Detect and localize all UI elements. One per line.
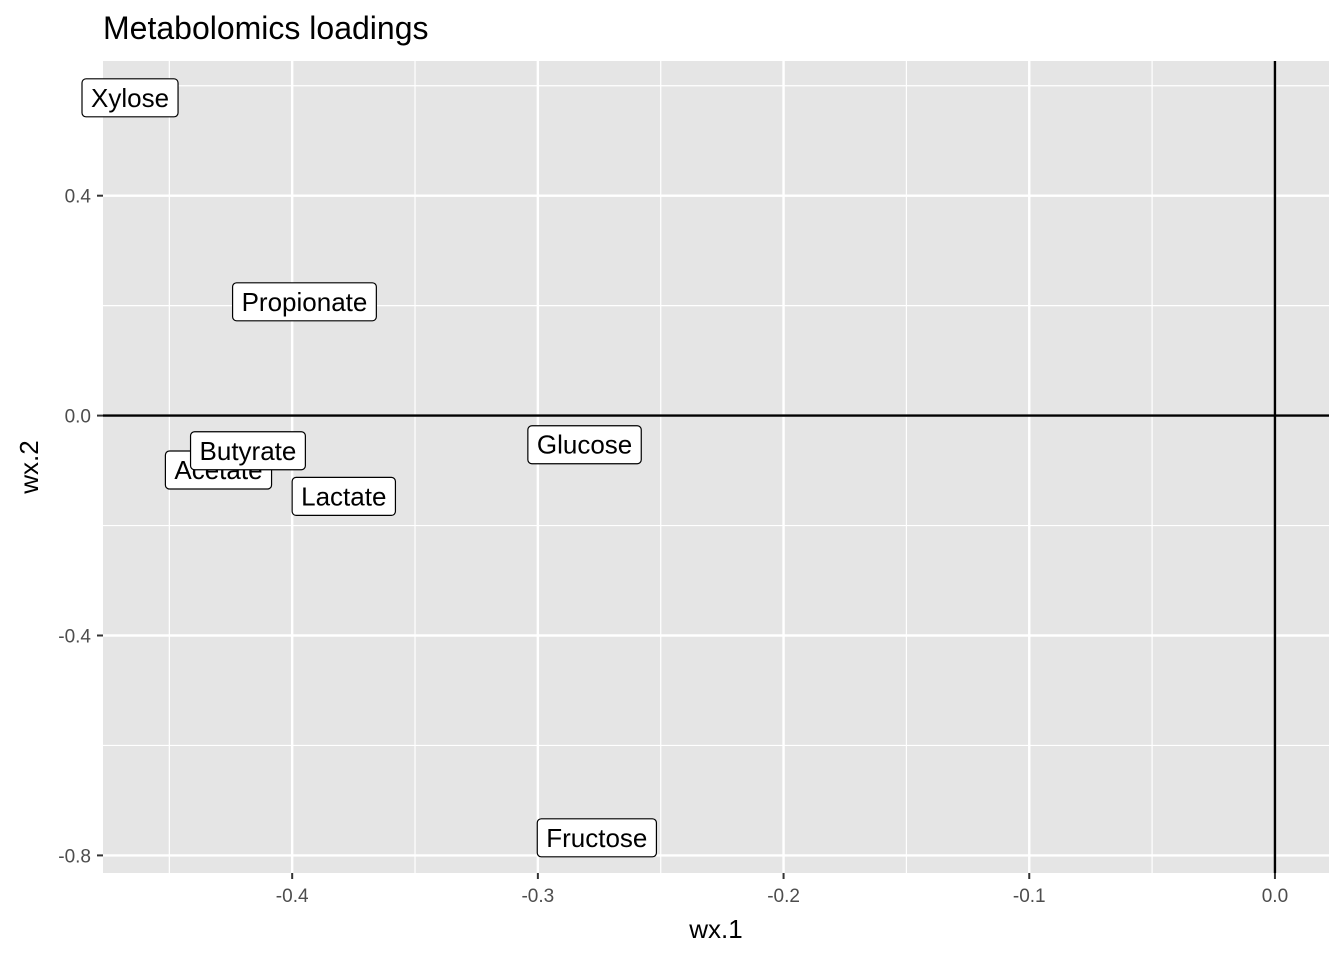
point-label-glucose: Glucose <box>527 425 642 465</box>
x-axis-title: wx.1 <box>688 914 742 944</box>
y-tick-label: 0.0 <box>65 407 91 428</box>
chart-title: Metabolomics loadings <box>103 10 429 46</box>
point-label-xylose: Xylose <box>81 78 179 118</box>
x-tick-label: -0.3 <box>521 886 554 907</box>
point-label-box <box>527 425 642 465</box>
point-labels: XylosePropionateAcetateButyrateLactateGl… <box>81 78 658 858</box>
point-label-box <box>189 431 306 471</box>
y-tick-label: -0.8 <box>58 846 91 867</box>
y-axis: 0.4 0.0 -0.4 -0.8 <box>58 187 103 867</box>
point-label-box <box>81 78 179 118</box>
x-tick-label: -0.4 <box>276 886 309 907</box>
point-label-text: Lactate <box>301 481 386 511</box>
point-label-butyrate: Butyrate <box>189 431 306 471</box>
point-label-box <box>536 818 658 858</box>
point-label-text: Xylose <box>91 83 169 113</box>
point-label-text: Fructose <box>546 823 647 853</box>
x-axis: -0.4 -0.3 -0.2 -0.1 0.0 <box>276 873 1288 907</box>
point-label-fructose: Fructose <box>536 818 658 858</box>
point-label-box <box>231 282 377 322</box>
y-tick-label: 0.4 <box>65 187 92 208</box>
point-label-text: Glucose <box>537 430 632 460</box>
y-tick-label: -0.4 <box>58 627 91 648</box>
y-axis-title: wx.2 <box>14 440 44 494</box>
reference-lines <box>103 61 1329 873</box>
x-tick-label: 0.0 <box>1262 886 1288 907</box>
point-label-text: Propionate <box>242 287 368 317</box>
point-label-lactate: Lactate <box>291 476 397 517</box>
x-tick-label: -0.1 <box>1013 886 1046 907</box>
point-label-box <box>291 476 397 517</box>
x-tick-label: -0.2 <box>767 886 800 907</box>
point-label-text: Butyrate <box>200 436 297 466</box>
point-label-propionate: Propionate <box>231 282 377 322</box>
